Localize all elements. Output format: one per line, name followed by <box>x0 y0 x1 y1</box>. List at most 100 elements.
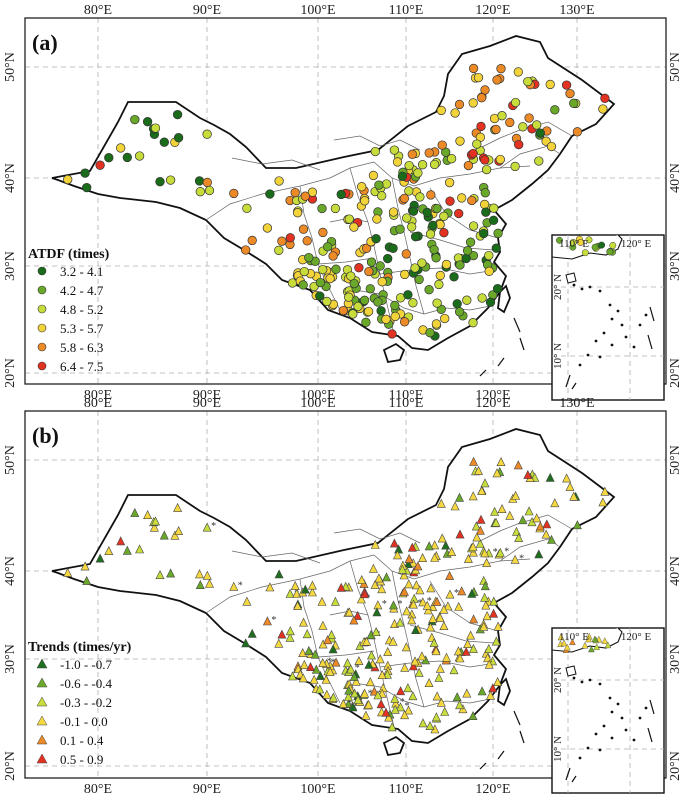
station-point <box>344 292 354 302</box>
significance-mark: * <box>400 697 405 708</box>
station-point <box>400 269 410 280</box>
station-point <box>325 273 335 284</box>
station-point <box>491 243 501 253</box>
station-trend <box>174 526 184 536</box>
station-trend <box>490 506 500 516</box>
inset-island <box>638 323 642 327</box>
station-trend <box>317 596 327 606</box>
station-trend <box>368 563 378 573</box>
station-point <box>390 311 400 322</box>
station-point <box>150 123 161 133</box>
station-trend <box>387 722 397 732</box>
station-point <box>479 228 489 239</box>
station-trend <box>374 573 384 583</box>
station-trend <box>373 690 383 700</box>
station-point <box>116 143 126 153</box>
station-trend <box>364 699 374 709</box>
station-trend <box>325 666 335 676</box>
significance-mark: * <box>382 599 387 610</box>
station-trend <box>170 530 180 540</box>
inset-island <box>616 309 620 313</box>
station-point <box>437 140 447 150</box>
station-trend <box>495 547 505 557</box>
station-trend <box>441 540 451 550</box>
inset-island <box>598 355 602 359</box>
legend-label: 5.8 - 6.3 <box>60 340 103 355</box>
station-point <box>497 111 507 121</box>
station-point <box>434 279 444 290</box>
inset-island <box>624 728 628 732</box>
station-point <box>457 193 467 203</box>
station-point <box>546 141 557 152</box>
station-point <box>410 263 420 273</box>
station-point <box>195 187 205 197</box>
station-point <box>202 129 212 139</box>
station-point <box>172 109 183 120</box>
lon-tick-label: 130°E <box>559 3 594 18</box>
station-point <box>274 245 284 255</box>
station-point <box>357 182 367 192</box>
station-trend <box>349 671 359 681</box>
station-trend <box>338 698 348 708</box>
station-trend <box>309 674 319 684</box>
station-point <box>401 249 411 259</box>
station-trend <box>482 557 492 567</box>
station-trend <box>461 646 471 656</box>
inset-island <box>644 313 648 317</box>
inset-island <box>572 676 576 680</box>
station-trend <box>493 621 503 631</box>
station-trend <box>482 611 492 621</box>
station-point <box>134 151 145 161</box>
panel-b: *********************80°E80°E90°E90°E100… <box>3 396 683 797</box>
station-trend <box>535 521 545 531</box>
legend-swatch <box>36 734 48 745</box>
inset-station <box>585 236 593 244</box>
station-point <box>431 253 441 263</box>
station-point <box>431 319 442 329</box>
station-trend <box>411 580 421 590</box>
province-boundary <box>391 570 425 708</box>
lon-tick-label: 100°E <box>300 396 335 411</box>
inset-station <box>598 241 606 249</box>
station-point <box>468 318 478 328</box>
lat-tick-label: 30°N <box>668 251 683 281</box>
station-trend <box>476 514 486 524</box>
station-point <box>468 148 478 159</box>
significance-mark: * <box>368 689 373 700</box>
station-point <box>480 85 490 95</box>
station-point <box>381 179 392 189</box>
station-trend <box>348 702 358 712</box>
inset-boundary-dash <box>649 699 655 715</box>
station-point <box>322 296 332 307</box>
station-trend <box>349 615 359 625</box>
lon-tick-label: 110°E <box>389 782 424 797</box>
station-trend <box>418 597 428 607</box>
station-point <box>432 203 442 214</box>
station-trend <box>457 586 467 596</box>
inset-station <box>560 639 568 647</box>
station-trend <box>454 601 464 611</box>
station-trend <box>481 600 491 610</box>
inset-station <box>577 239 584 246</box>
station-trend <box>483 653 493 663</box>
inset-station <box>569 638 576 645</box>
station-trend <box>382 669 392 679</box>
station-trend <box>173 502 183 512</box>
station-point <box>446 154 457 164</box>
significance-mark: * <box>365 593 370 604</box>
panel-frame <box>24 17 667 385</box>
station-point <box>518 122 528 132</box>
station-trend <box>480 592 490 602</box>
station-trend <box>395 617 405 627</box>
station-point <box>441 259 452 270</box>
hainan-island <box>382 342 406 364</box>
station-trend <box>274 638 284 648</box>
station-point <box>429 244 439 255</box>
inset-island <box>598 289 602 293</box>
station-trend <box>430 552 440 562</box>
station-point <box>374 180 384 190</box>
station-point <box>241 245 251 255</box>
station-point <box>491 124 501 135</box>
legend-label: 4.8 - 5.2 <box>60 302 103 317</box>
station-trend <box>389 538 399 548</box>
